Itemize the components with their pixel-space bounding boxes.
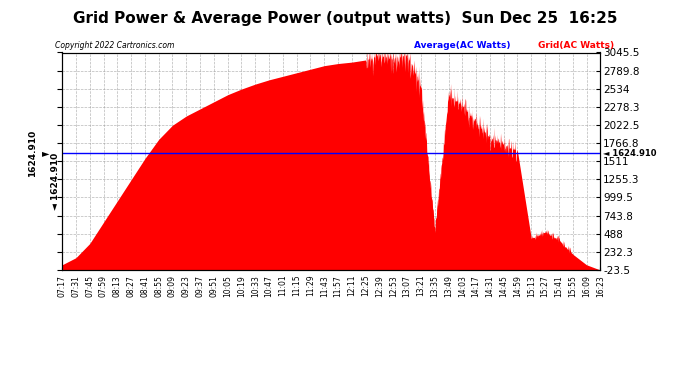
Text: ►: ► (42, 148, 50, 158)
Text: Grid Power & Average Power (output watts)  Sun Dec 25  16:25: Grid Power & Average Power (output watts… (72, 11, 618, 26)
Text: ◄ 1624.910: ◄ 1624.910 (51, 153, 60, 210)
Text: Grid(AC Watts): Grid(AC Watts) (538, 41, 614, 50)
Text: 1624.910: 1624.910 (28, 129, 37, 177)
Text: Copyright 2022 Cartronics.com: Copyright 2022 Cartronics.com (55, 41, 175, 50)
Text: Average(AC Watts): Average(AC Watts) (414, 41, 511, 50)
Text: ◄ 1624.910: ◄ 1624.910 (603, 148, 656, 158)
